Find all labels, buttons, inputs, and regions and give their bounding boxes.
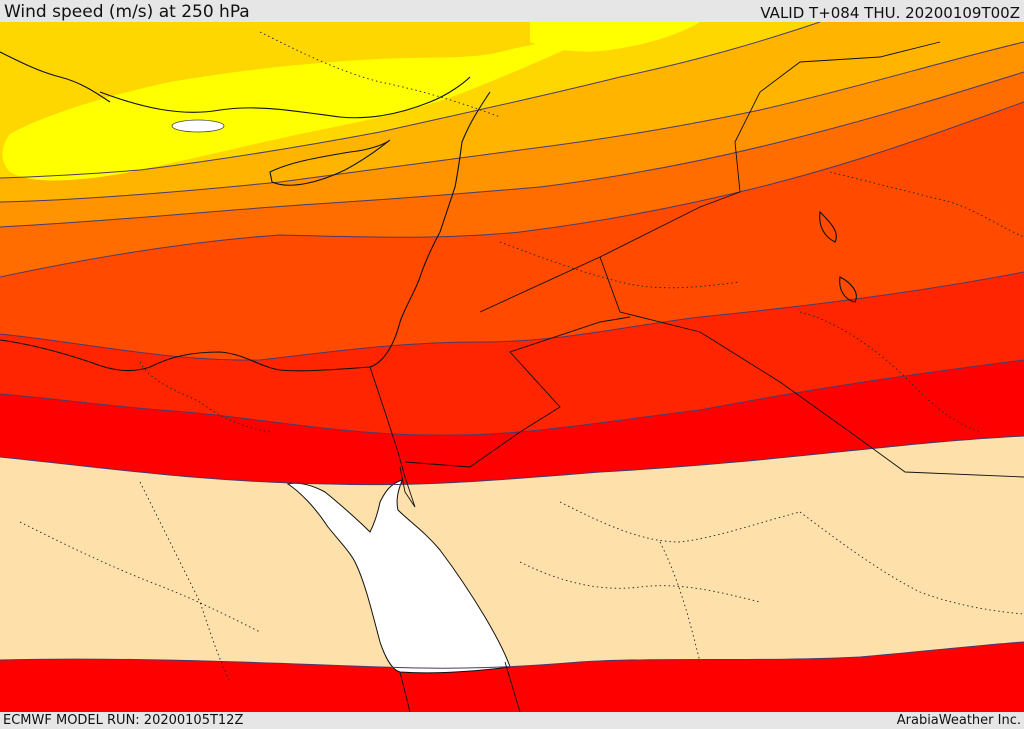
map-canvas	[0, 22, 1024, 712]
footer-bar: ECMWF MODEL RUN: 20200105T12Z ArabiaWeat…	[0, 712, 1024, 729]
credit-label: ArabiaWeather Inc.	[896, 713, 1021, 728]
borders	[369, 41, 1024, 712]
province-borders	[19, 31, 1024, 683]
band-yellow-east	[530, 22, 700, 52]
band-yellow	[2, 34, 600, 181]
red-sea	[286, 479, 511, 674]
coastlines	[0, 51, 857, 372]
model-run-label: ECMWF MODEL RUN: 20200105T12Z	[3, 713, 244, 728]
wind-speed-map	[0, 22, 1024, 712]
map-title: Wind speed (m/s) at 250 hPa	[4, 2, 250, 22]
contour-lines	[0, 22, 1024, 669]
wind-maximum-core	[171, 119, 225, 133]
valid-time: VALID T+084 THU. 20200109T00Z	[760, 4, 1020, 22]
header-bar: Wind speed (m/s) at 250 hPa VALID T+084 …	[0, 0, 1024, 22]
